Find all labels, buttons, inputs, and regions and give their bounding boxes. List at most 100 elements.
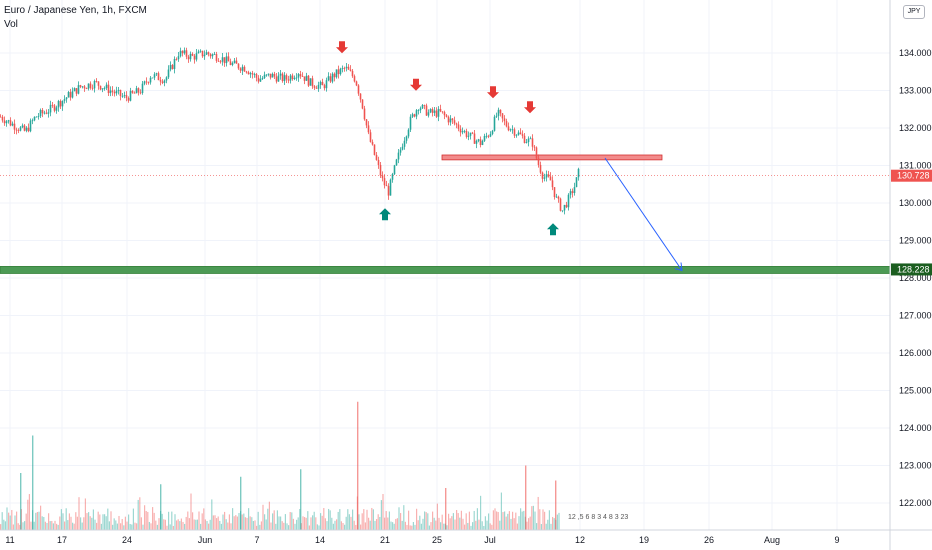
volume-bar: [521, 511, 523, 530]
candle-body: [385, 185, 388, 187]
volume-bar: [166, 525, 168, 530]
candle-body: [157, 73, 160, 81]
candle-body: [341, 67, 344, 69]
volume-bar: [396, 518, 398, 530]
candle-body: [31, 120, 34, 122]
volume-bar: [286, 523, 288, 530]
volume-bar: [416, 508, 418, 530]
volume-bar: [38, 511, 40, 530]
volume-bar: [280, 516, 282, 530]
volume-bar: [172, 525, 174, 530]
candle-body: [219, 61, 222, 63]
volume-bar: [182, 521, 184, 530]
candle-body: [275, 76, 278, 82]
volume-spike: [32, 435, 34, 530]
volume-spike: [357, 401, 359, 530]
candle-body: [177, 56, 180, 60]
volume-bar: [494, 508, 496, 530]
candle-body: [151, 77, 154, 79]
volume-bar: [507, 513, 509, 530]
volume-bar: [355, 524, 357, 530]
volume-bar: [337, 511, 339, 530]
volume-bar: [105, 516, 107, 530]
volume-bar: [504, 511, 506, 530]
volume-bar: [190, 493, 192, 530]
volume-bar: [161, 513, 163, 530]
candle-body: [491, 130, 494, 135]
volume-bar: [350, 516, 352, 530]
candle-body: [557, 196, 560, 199]
volume-bar: [156, 524, 158, 530]
current-price-badge: 130.728: [891, 169, 932, 182]
volume-bar: [102, 514, 104, 530]
price-tick-label: 126.000: [899, 348, 932, 358]
volume-bar: [200, 523, 202, 530]
volume-bar: [64, 521, 66, 530]
candle-body: [19, 127, 22, 131]
events-strip[interactable]: 12 ,5 6 8 3 4 8 3 23: [568, 514, 629, 521]
candle-body: [523, 135, 526, 143]
candle-body: [187, 56, 190, 60]
volume-bar: [417, 520, 419, 530]
candle-body: [459, 128, 462, 133]
sell-arrow-icon: [410, 78, 422, 91]
candle-body: [129, 90, 132, 101]
candle-body: [539, 164, 542, 173]
candle-body: [5, 121, 8, 124]
volume-bar: [171, 511, 173, 530]
candle-body: [233, 60, 236, 64]
candle-body: [435, 110, 438, 117]
currency-button[interactable]: JPY: [903, 5, 925, 19]
volume-bar: [289, 512, 291, 530]
candle-body: [241, 66, 244, 71]
candle-body: [469, 132, 472, 136]
volume-bar: [220, 523, 222, 530]
volume-bar: [315, 517, 317, 530]
candle-body: [327, 76, 330, 81]
candle-body: [159, 80, 162, 82]
candle-body: [69, 92, 72, 98]
resistance-zone: [441, 154, 663, 161]
time-axis[interactable]: 11 17 24 Jun 7 14 21 25 Jul 12 19 26 Aug 9: [0, 529, 932, 545]
candle-body: [319, 81, 322, 85]
volume-bar: [46, 522, 48, 530]
volume-bar: [380, 500, 382, 530]
volume-bar: [283, 522, 285, 530]
candle-body: [421, 104, 424, 109]
candle-body: [483, 135, 486, 141]
volume-bar: [451, 516, 453, 530]
volume-bar: [406, 524, 408, 530]
candle-body: [317, 84, 320, 89]
volume-bar: [8, 512, 10, 530]
candle-body: [47, 112, 50, 114]
volume-bar: [16, 511, 18, 530]
candle-body: [21, 125, 24, 128]
volume-bar: [472, 522, 474, 530]
volume-bar: [132, 508, 134, 530]
candle-body: [91, 87, 94, 89]
candle-body: [379, 164, 382, 176]
volume-bar: [294, 523, 296, 530]
volume-bar: [76, 516, 78, 530]
volume-bar: [523, 510, 525, 530]
candle-body: [573, 187, 576, 194]
candle-body: [143, 81, 146, 84]
volume-bar: [392, 522, 394, 530]
volume-bar: [347, 509, 349, 530]
volume-bar: [137, 499, 139, 530]
candle-body: [291, 75, 294, 80]
candle-body: [255, 74, 258, 78]
candle-body: [409, 116, 412, 130]
volume-bar: [371, 507, 373, 530]
volume-bar: [438, 517, 440, 530]
volume-bar: [388, 511, 390, 530]
volume-bar: [492, 510, 494, 530]
candle-body: [81, 86, 84, 88]
volume-bar: [124, 516, 126, 530]
candle-body: [249, 73, 252, 75]
price-axis[interactable]: 134.000 133.000 132.000 131.000 130.000 129.0…: [889, 0, 932, 550]
volume-bar: [201, 513, 203, 530]
price-zones: [0, 154, 891, 274]
candle-body: [239, 68, 242, 71]
